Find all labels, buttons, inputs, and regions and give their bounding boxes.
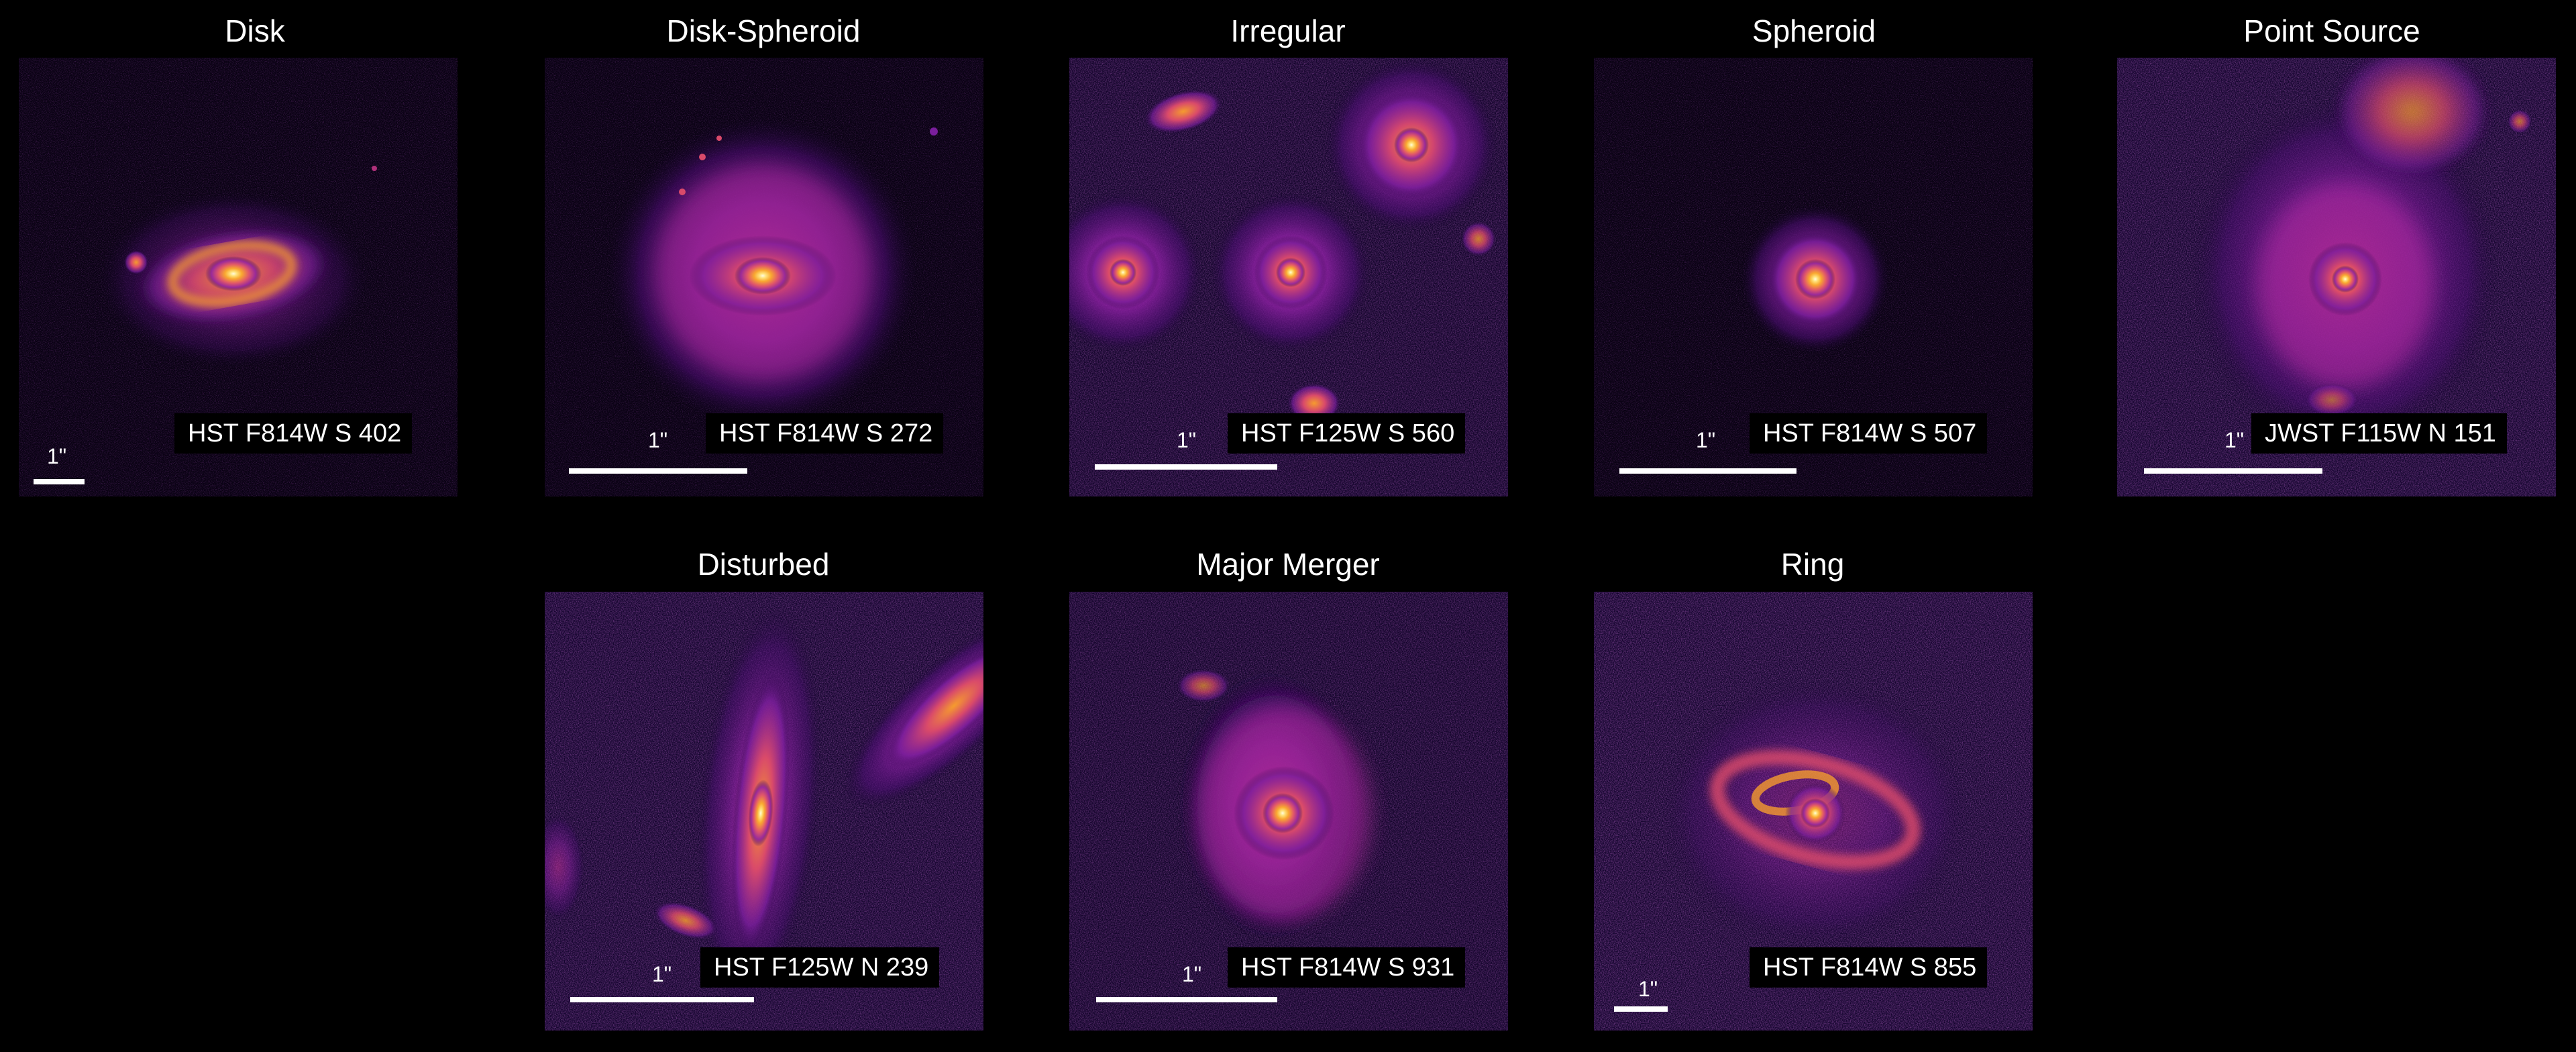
panel-spheroid: HST F814W S 507 1" (1594, 58, 2033, 496)
scale-bar (34, 479, 85, 484)
panel-caption: HST F814W S 272 (706, 413, 944, 454)
scale-bar-label: 1" (1177, 428, 1197, 452)
panel-title-irregular: Irregular (1230, 13, 1346, 48)
scale-bar (1614, 1006, 1668, 1012)
panel-title-disturbed: Disturbed (697, 547, 830, 582)
panel-title-point-source: Point Source (2243, 13, 2420, 48)
galaxy-image-disk (19, 58, 458, 496)
panel-caption: HST F125W S 560 (1228, 413, 1466, 454)
panel-title-disk-spheroid: Disk-Spheroid (666, 13, 861, 48)
panel-caption: HST F814W S 402 (174, 413, 413, 454)
scale-bar-label: 1" (652, 962, 672, 986)
panel-title-ring: Ring (1780, 547, 1845, 582)
panel-point-source: JWST F115W N 151 1" (2117, 58, 2556, 496)
panel-caption: HST F814W S 855 (1750, 947, 1988, 988)
panel-disk-spheroid: HST F814W S 272 1" (545, 58, 983, 496)
scale-bar-label: 1" (648, 428, 668, 452)
panel-disk: HST F814W S 402 1" (19, 58, 458, 496)
panel-disturbed: HST F125W N 239 1" (545, 592, 983, 1031)
scale-bar-label: 1" (47, 444, 67, 468)
scale-bar (2144, 468, 2322, 474)
panel-major-merger: HST F814W S 931 1" (1069, 592, 1508, 1031)
panel-caption: HST F814W S 931 (1228, 947, 1466, 988)
scale-bar (1095, 464, 1277, 470)
scale-bar-label: 1" (1182, 962, 1202, 986)
scale-bar-label: 1" (2224, 428, 2245, 452)
scale-bar-label: 1" (1638, 977, 1658, 1001)
panel-caption: JWST F115W N 151 (2251, 413, 2507, 454)
scale-bar-label: 1" (1696, 428, 1716, 452)
panel-title-disk: Disk (225, 13, 285, 48)
panel-title-major-merger: Major Merger (1196, 547, 1380, 582)
panel-irregular: HST F125W S 560 1" (1069, 58, 1508, 496)
scale-bar (570, 997, 754, 1002)
scale-bar (1096, 997, 1277, 1002)
panel-ring: HST F814W S 855 1" (1594, 592, 2033, 1031)
scale-bar (569, 468, 747, 474)
panel-title-spheroid: Spheroid (1752, 13, 1876, 48)
panel-caption: HST F125W N 239 (700, 947, 940, 988)
panel-caption: HST F814W S 507 (1750, 413, 1988, 454)
scale-bar (1619, 468, 1796, 474)
